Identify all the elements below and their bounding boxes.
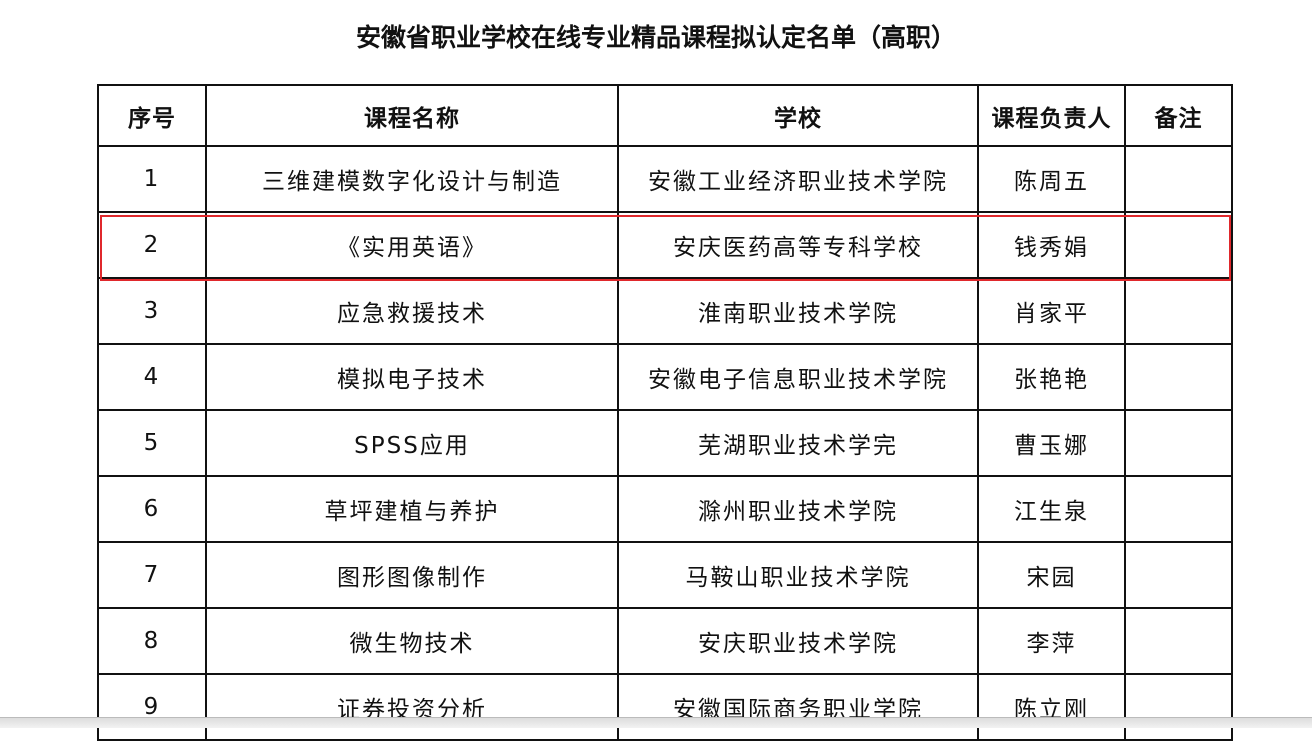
table-row: 8 微生物技术 安庆职业技术学院 李萍: [97, 607, 1233, 675]
cell-course: 证券投资分析: [205, 673, 619, 741]
course-table: 序号 课程名称 学校 课程负责人 备注 1 三维建模数字化设计与制造 安徽工业经济职…: [97, 84, 1233, 741]
cell-lead: 曹玉娜: [977, 409, 1126, 477]
cell-school: 滁州职业技术学院: [617, 475, 979, 543]
cell-lead: 江生泉: [977, 475, 1126, 543]
cell-no: 7: [97, 541, 207, 609]
table-header-row: 序号 课程名称 学校 课程负责人 备注: [97, 84, 1233, 147]
header-note: 备注: [1124, 84, 1233, 147]
cell-note: [1124, 541, 1233, 609]
cell-note: [1124, 607, 1233, 675]
cell-note: [1124, 211, 1233, 279]
table-row: 6 草坪建植与养护 滁州职业技术学院 江生泉: [97, 475, 1233, 543]
header-lead: 课程负责人: [977, 84, 1126, 147]
cell-note: [1124, 277, 1233, 345]
cell-note: [1124, 409, 1233, 477]
cell-no: 2: [97, 211, 207, 279]
cell-school: 安徽电子信息职业技术学院: [617, 343, 979, 411]
table-row: 2 《实用英语》 安庆医药高等专科学校 钱秀娟: [97, 211, 1233, 279]
cell-course: 图形图像制作: [205, 541, 619, 609]
cell-school: 马鞍山职业技术学院: [617, 541, 979, 609]
cell-no: 3: [97, 277, 207, 345]
cell-note: [1124, 343, 1233, 411]
cell-school: 安徽工业经济职业技术学院: [617, 145, 979, 213]
cell-course: 应急救援技术: [205, 277, 619, 345]
cell-lead: 李萍: [977, 607, 1126, 675]
cell-school: 安徽国际商务职业学院: [617, 673, 979, 741]
horizontal-scrollbar[interactable]: [0, 717, 1312, 728]
cell-lead: 张艳艳: [977, 343, 1126, 411]
cell-course: SPSS应用: [205, 409, 619, 477]
cell-no: 8: [97, 607, 207, 675]
header-school: 学校: [617, 84, 979, 147]
cell-no: 5: [97, 409, 207, 477]
table-row: 5 SPSS应用 芜湖职业技术学完 曹玉娜: [97, 409, 1233, 477]
cell-course: 模拟电子技术: [205, 343, 619, 411]
cell-course: 微生物技术: [205, 607, 619, 675]
cell-note: [1124, 145, 1233, 213]
cell-course: 《实用英语》: [205, 211, 619, 279]
header-no: 序号: [97, 84, 207, 147]
cell-no: 6: [97, 475, 207, 543]
table-row: 1 三维建模数字化设计与制造 安徽工业经济职业技术学院 陈周五: [97, 145, 1233, 213]
cell-no: 9: [97, 673, 207, 741]
cell-school: 安庆医药高等专科学校: [617, 211, 979, 279]
cell-school: 淮南职业技术学院: [617, 277, 979, 345]
cell-school: 芜湖职业技术学完: [617, 409, 979, 477]
cell-no: 4: [97, 343, 207, 411]
cell-school: 安庆职业技术学院: [617, 607, 979, 675]
table-row: 9 证券投资分析 安徽国际商务职业学院 陈立刚: [97, 673, 1233, 741]
cell-lead: 肖家平: [977, 277, 1126, 345]
table-row: 4 模拟电子技术 安徽电子信息职业技术学院 张艳艳: [97, 343, 1233, 411]
table-row: 3 应急救援技术 淮南职业技术学院 肖家平: [97, 277, 1233, 345]
cell-lead: 宋园: [977, 541, 1126, 609]
header-course: 课程名称: [205, 84, 619, 147]
cell-no: 1: [97, 145, 207, 213]
table-row: 7 图形图像制作 马鞍山职业技术学院 宋园: [97, 541, 1233, 609]
cell-note: [1124, 475, 1233, 543]
cell-course: 三维建模数字化设计与制造: [205, 145, 619, 213]
document-title: 安徽省职业学校在线专业精品课程拟认定名单（高职）: [355, 23, 956, 52]
cell-lead: 陈周五: [977, 145, 1126, 213]
cell-lead: 陈立刚: [977, 673, 1126, 741]
cell-lead: 钱秀娟: [977, 211, 1126, 279]
cell-note: [1124, 673, 1233, 741]
cell-course: 草坪建植与养护: [205, 475, 619, 543]
